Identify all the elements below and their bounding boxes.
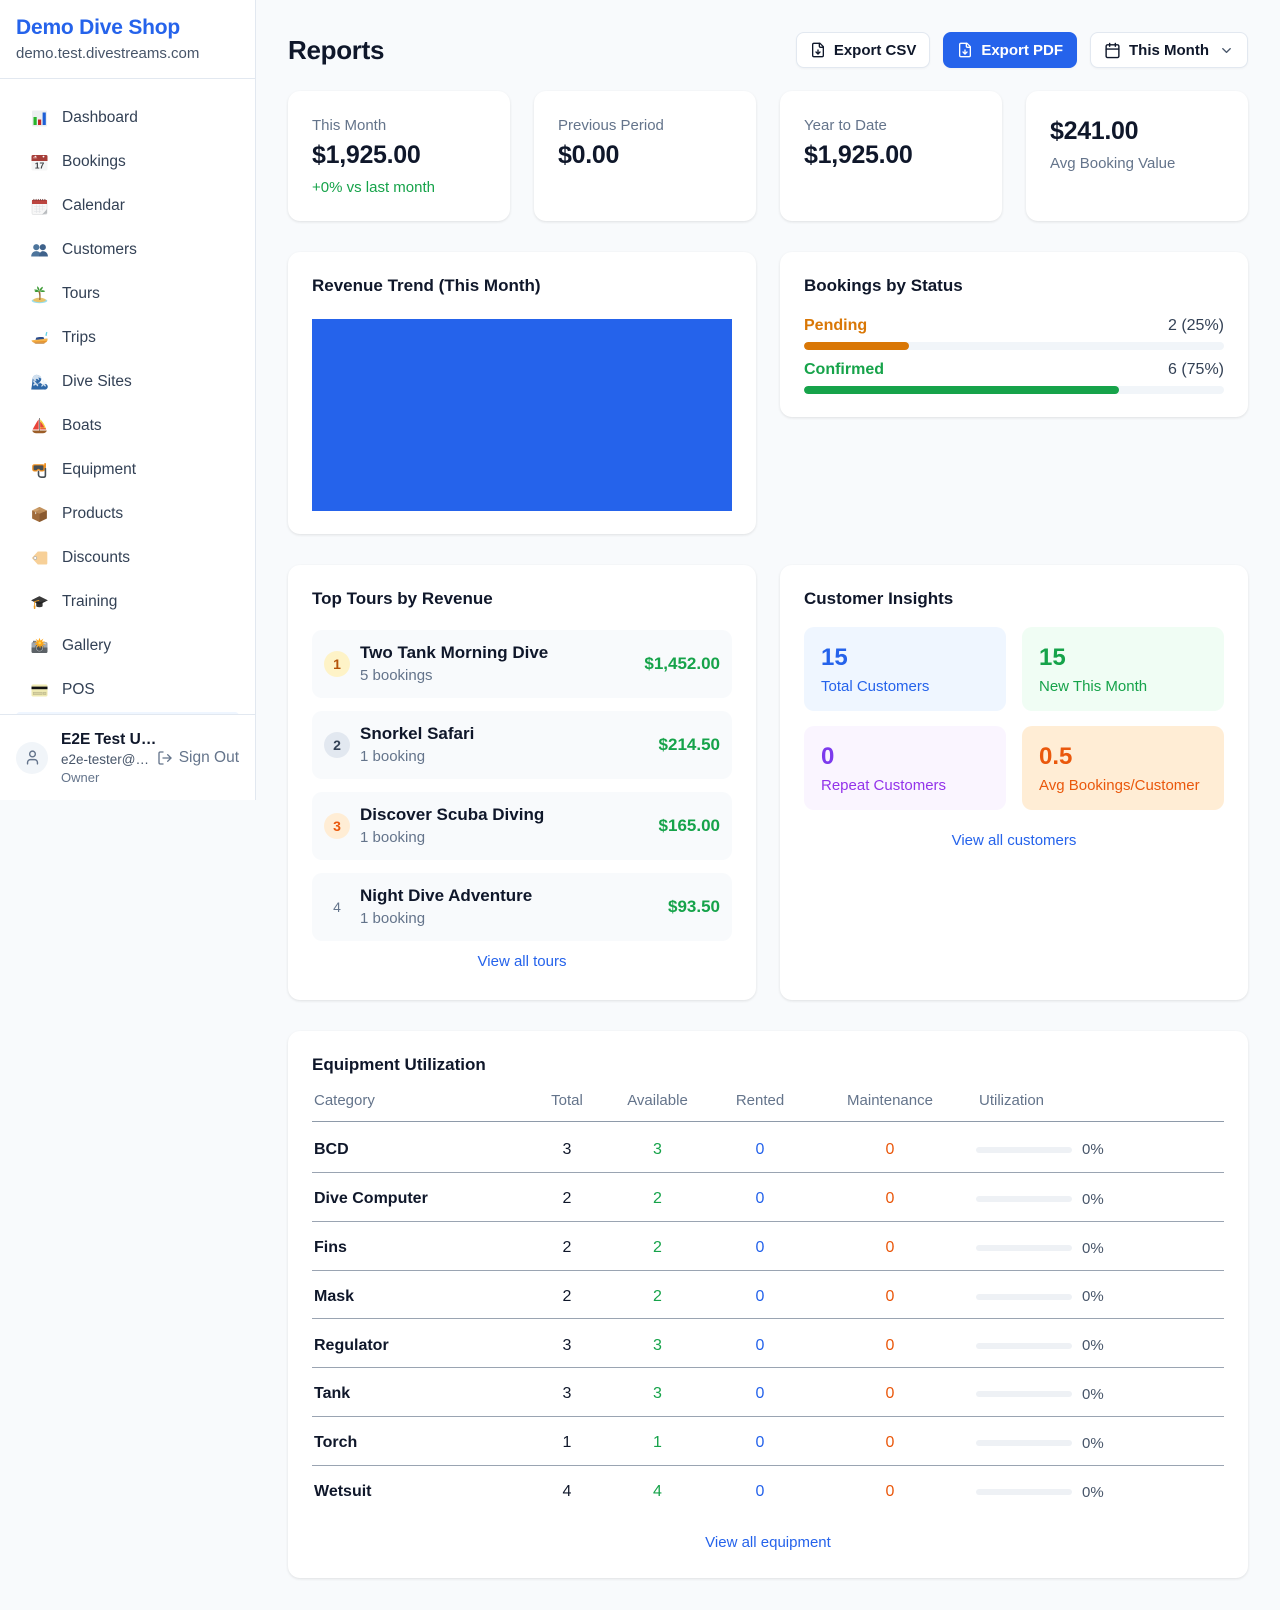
svg-text:17: 17 — [35, 160, 45, 170]
